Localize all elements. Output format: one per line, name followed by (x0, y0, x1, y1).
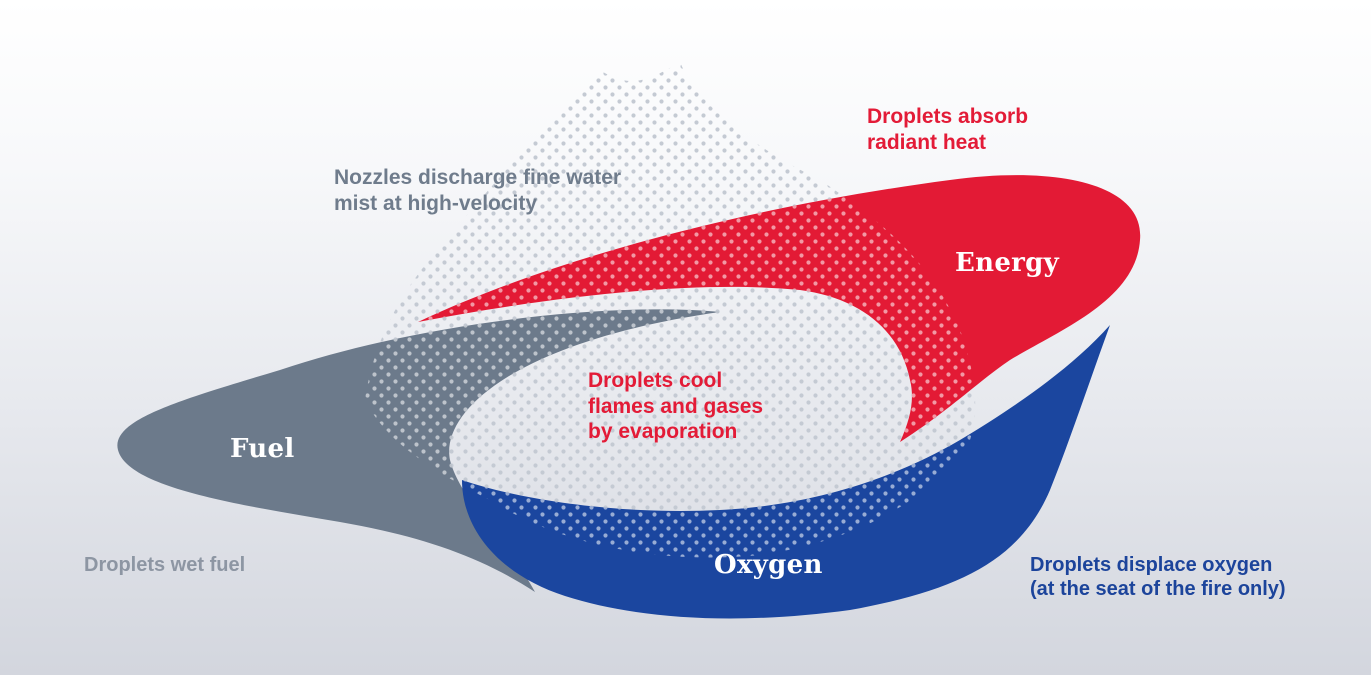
nozzles-callout: Nozzles discharge fine water mist at hig… (334, 165, 621, 216)
oxygen-label: Oxygen (714, 550, 823, 580)
energy-label: Energy (955, 248, 1059, 278)
displace-oxygen-callout: Droplets displace oxygen (at the seat of… (1030, 553, 1286, 602)
radiant-heat-callout-line: radiant heat (867, 130, 1028, 156)
radiant-heat-callout: Droplets absorb radiant heat (867, 104, 1028, 155)
cool-flames-callout: Droplets cool flames and gases by evapor… (588, 368, 763, 445)
fuel-label: Fuel (230, 434, 295, 464)
nozzles-callout-line: Nozzles discharge fine water (334, 165, 621, 191)
displace-oxygen-callout-line: (at the seat of the fire only) (1030, 577, 1286, 601)
radiant-heat-callout-line: Droplets absorb (867, 104, 1028, 130)
cool-flames-callout-line: Droplets cool (588, 368, 763, 394)
displace-oxygen-callout-line: Droplets displace oxygen (1030, 553, 1286, 577)
wet-fuel-callout: Droplets wet fuel (84, 553, 245, 577)
wet-fuel-callout-line: Droplets wet fuel (84, 553, 245, 577)
cool-flames-callout-line: by evaporation (588, 419, 763, 445)
nozzles-callout-line: mist at high-velocity (334, 191, 621, 217)
cool-flames-callout-line: flames and gases (588, 394, 763, 420)
